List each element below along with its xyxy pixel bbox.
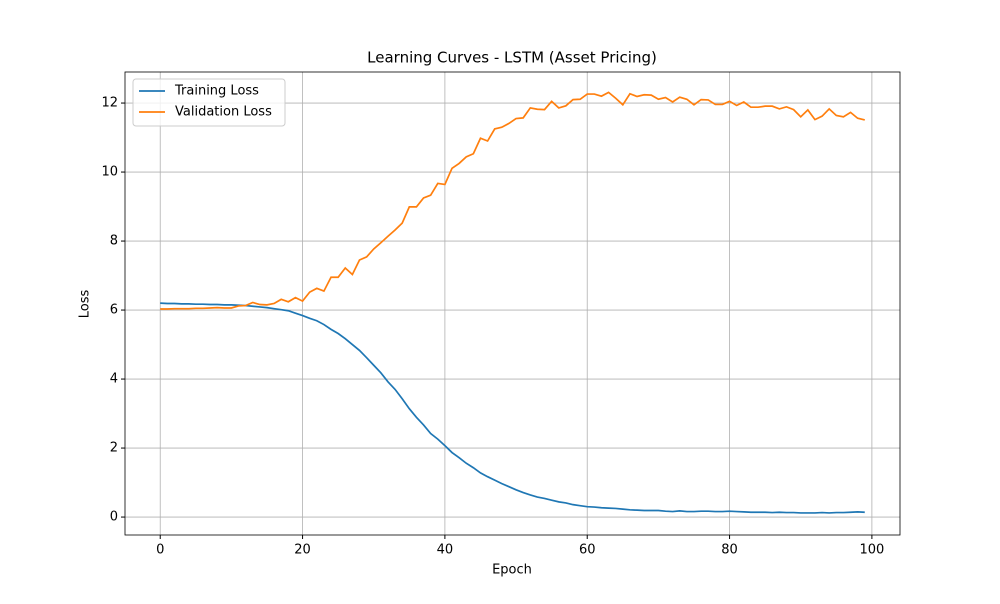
- legend-box: [132, 78, 286, 127]
- x-tick-label: 20: [294, 543, 311, 558]
- x-tick-label: 40: [437, 543, 454, 558]
- x-tick-label: 100: [859, 543, 884, 558]
- line-series: [160, 302, 865, 514]
- y-tick-label: 6: [110, 303, 118, 318]
- legend-label: Validation Loss: [175, 105, 272, 120]
- y-tick-label: 10: [101, 165, 118, 180]
- y-tick-label: 2: [110, 441, 118, 456]
- legend-label: Training Loss: [174, 84, 259, 99]
- line-series: [160, 91, 865, 310]
- y-tick-label: 8: [110, 234, 118, 249]
- x-axis-label: Epoch: [492, 563, 532, 578]
- chart-title: Learning Curves - LSTM (Asset Pricing): [367, 49, 657, 67]
- x-tick-label: 0: [156, 543, 164, 558]
- y-tick-label: 0: [110, 510, 118, 525]
- x-tick-label: 60: [579, 543, 596, 558]
- x-tick-label: 80: [721, 543, 738, 558]
- y-tick-label: 4: [110, 372, 118, 387]
- y-tick-label: 12: [101, 96, 118, 111]
- y-axis-label: Loss: [78, 290, 93, 319]
- plot-frame: [124, 71, 901, 536]
